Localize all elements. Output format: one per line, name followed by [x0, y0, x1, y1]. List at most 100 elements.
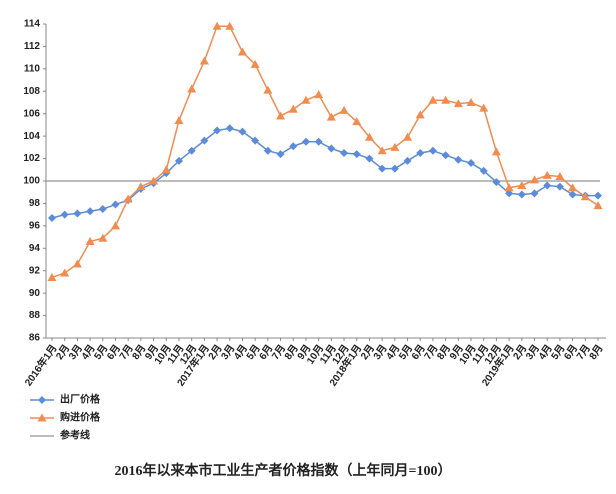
data-point — [47, 272, 57, 281]
data-point — [149, 176, 159, 185]
y-tick-label: 114 — [24, 19, 41, 30]
data-point — [580, 192, 590, 201]
data-point — [174, 156, 183, 165]
data-point — [441, 151, 450, 160]
y-tick-label: 86 — [29, 333, 41, 344]
y-tick-label: 88 — [29, 310, 41, 321]
data-point — [326, 112, 336, 121]
data-point — [314, 137, 323, 146]
y-tick-label: 90 — [29, 288, 41, 299]
data-point — [555, 172, 565, 181]
data-point — [403, 132, 413, 141]
data-point — [276, 111, 286, 120]
legend-label: 购进价格 — [60, 411, 101, 424]
legend-marker — [37, 413, 47, 422]
data-point — [72, 259, 82, 268]
data-point — [377, 146, 387, 155]
data-point — [123, 194, 133, 203]
y-tick-label: 100 — [23, 176, 40, 187]
data-point — [466, 98, 476, 106]
data-point — [416, 148, 425, 157]
data-point — [301, 137, 310, 146]
y-tick-label: 108 — [23, 86, 40, 97]
data-point — [403, 156, 412, 165]
data-point — [289, 142, 298, 151]
data-point — [530, 189, 539, 198]
data-point — [174, 115, 184, 124]
y-tick-label: 112 — [24, 41, 41, 52]
data-point — [73, 209, 82, 218]
data-point — [238, 127, 247, 136]
data-point — [594, 191, 602, 200]
legend-label: 参考线 — [60, 429, 90, 442]
data-point — [314, 90, 324, 99]
y-tick-label: 98 — [29, 198, 41, 209]
data-point — [339, 105, 349, 114]
data-point — [428, 95, 438, 104]
y-tick-label: 92 — [29, 265, 41, 276]
data-point — [352, 150, 361, 159]
data-point — [48, 214, 56, 223]
data-point — [301, 95, 311, 104]
data-point — [505, 189, 514, 198]
data-point — [263, 146, 272, 155]
data-point — [187, 146, 196, 155]
data-point — [479, 103, 489, 112]
data-point — [364, 132, 374, 141]
data-point — [467, 159, 476, 168]
data-point — [136, 182, 146, 191]
data-point — [453, 99, 463, 108]
data-point — [288, 104, 298, 113]
data-point — [60, 268, 70, 277]
data-point — [213, 126, 222, 135]
data-point — [86, 207, 95, 216]
data-point — [225, 21, 235, 30]
y-tick-label: 110 — [24, 63, 41, 74]
data-point — [340, 148, 349, 157]
data-point — [517, 190, 526, 199]
data-point — [187, 84, 197, 93]
data-point — [60, 210, 69, 219]
y-tick-label: 96 — [29, 220, 41, 231]
data-point — [441, 95, 451, 104]
data-point — [110, 221, 120, 230]
data-point — [199, 56, 209, 65]
data-point — [276, 150, 285, 159]
data-point — [200, 136, 209, 145]
data-point — [568, 183, 578, 192]
data-point — [111, 200, 120, 209]
data-point — [327, 144, 336, 153]
data-point — [517, 180, 527, 189]
data-point — [378, 164, 387, 173]
data-point — [390, 164, 399, 173]
legend-marker — [38, 396, 46, 404]
legend-label: 出厂价格 — [60, 393, 101, 406]
data-point — [415, 110, 425, 119]
data-point — [568, 190, 577, 199]
y-tick-label: 104 — [23, 131, 40, 142]
data-point — [225, 124, 234, 133]
data-point — [98, 233, 108, 242]
data-point — [543, 181, 552, 190]
data-point — [542, 170, 552, 179]
series-line — [51, 127, 598, 219]
data-point — [390, 142, 400, 151]
data-point — [593, 201, 603, 210]
data-point — [237, 47, 247, 56]
y-tick-label: 102 — [23, 153, 40, 164]
data-point — [161, 165, 171, 174]
data-point — [212, 21, 222, 30]
data-point — [85, 237, 95, 246]
x-tick-label: 2016年1月 — [22, 342, 60, 389]
x-tick-label: 8月 — [587, 342, 606, 362]
data-point — [352, 117, 362, 126]
data-point — [454, 155, 463, 164]
data-point — [491, 147, 501, 156]
data-point — [555, 182, 564, 191]
data-point — [428, 146, 437, 155]
data-point — [98, 205, 107, 214]
y-tick-label: 106 — [23, 108, 40, 119]
data-point — [250, 59, 260, 68]
data-point — [492, 178, 501, 187]
